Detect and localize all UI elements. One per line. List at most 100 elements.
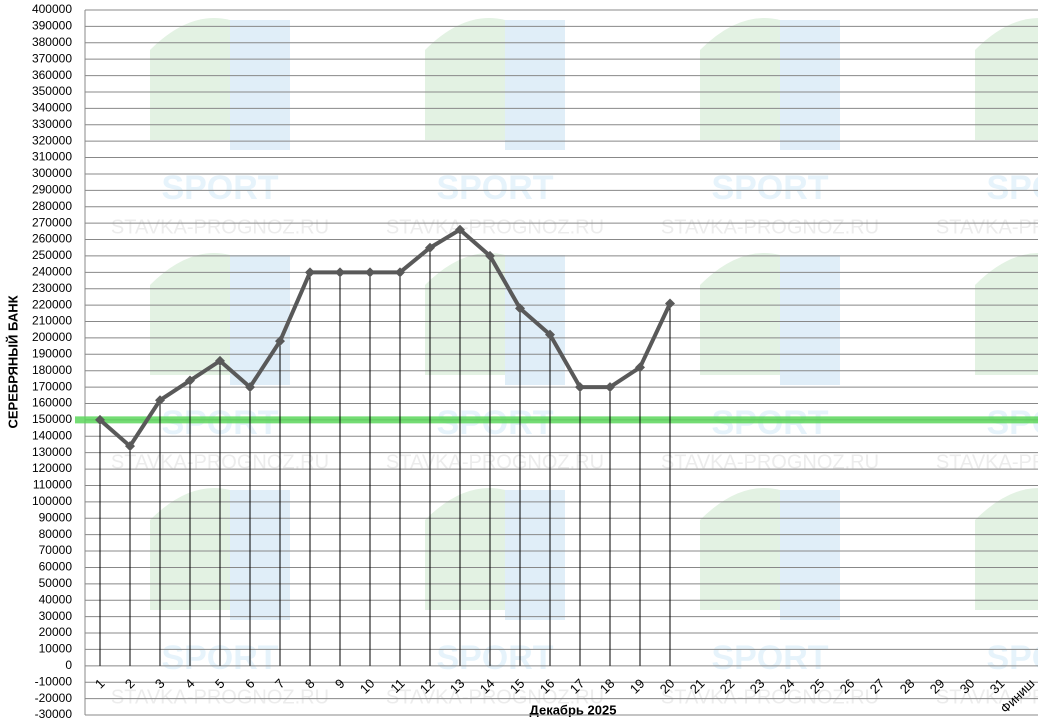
point-marker [365,267,375,278]
y-axis-label: СЕРЕБРЯНЫЙ БАНК [5,295,20,428]
watermark-logo [230,490,290,620]
point-marker [275,336,285,347]
watermark-text: STAVKA-PROGNOZ.RU [936,686,1038,708]
y-tick-label: 390000 [32,19,72,33]
y-tick-label: 150000 [32,412,72,426]
watermark-text: SPORT [711,169,828,207]
point-marker [335,267,345,278]
watermark-text: STAVKA-PROGNOZ.RU [936,216,1038,238]
point-marker [185,375,195,386]
y-tick-label: 280000 [32,199,72,213]
x-tick-label: 28 [897,676,918,697]
x-tick-label: 1 [92,676,108,692]
y-tick-label: 330000 [32,117,72,131]
watermark-text: SPORT [986,639,1038,677]
watermark-text: STAVKA-PROGNOZ.RU [111,216,329,238]
watermark-logo [975,488,1038,610]
y-tick-label: 230000 [32,281,72,295]
y-tick-label: -10000 [35,674,73,688]
watermark-logo [505,20,565,150]
y-tick-label: 170000 [32,379,72,393]
point-marker [665,298,675,309]
watermark-logo [780,255,840,385]
point-marker [125,441,135,452]
y-tick-label: 190000 [32,346,72,360]
watermark-logo [975,18,1038,140]
y-tick-label: 200000 [32,330,72,344]
point-marker [215,355,225,366]
watermark-logo [700,488,780,610]
y-tick-label: 0 [65,658,72,672]
y-tick-label: 290000 [32,183,72,197]
y-tick-label: 110000 [33,478,72,492]
y-tick-label: 90000 [39,510,73,524]
point-marker [605,382,615,393]
watermark-logo [230,255,290,385]
y-tick-label: 50000 [39,576,73,590]
watermark-logo [425,488,505,610]
watermark-text: SPORT [711,639,828,677]
point-marker [245,382,255,393]
y-tick-label: 100000 [32,494,72,508]
y-tick-label: 260000 [32,232,72,246]
y-tick-label: 20000 [39,625,73,639]
x-axis-label: Декабрь 2025 [530,702,617,717]
point-marker [515,303,525,314]
y-tick-label: 400000 [32,2,72,16]
point-marker [305,267,315,278]
watermark-logo [425,18,505,140]
point-marker [395,267,405,278]
y-tick-label: 370000 [32,51,72,65]
watermark-text: STAVKA-PROGNOZ.RU [661,451,879,473]
watermark-logo [150,18,230,140]
x-tick-label: 19 [627,676,648,697]
y-tick-label: 240000 [32,264,72,278]
y-tick-label: 250000 [32,248,72,262]
watermark-text: STAVKA-PROGNOZ.RU [386,216,604,238]
y-tick-label: 180000 [32,363,72,377]
x-tick-label: 9 [332,676,348,692]
y-tick-label: 350000 [32,84,72,98]
y-tick-label: 120000 [32,461,72,475]
watermark-logo [975,253,1038,375]
y-tick-label: 340000 [32,101,72,115]
series-line [98,227,672,449]
watermark-text: STAVKA-PROGNOZ.RU [661,686,879,708]
y-tick-label: -20000 [35,691,73,705]
y-tick-label: 320000 [32,133,72,147]
y-tick-label: 310000 [32,150,72,164]
y-tick-label: 300000 [32,166,72,180]
watermark-text: STAVKA-PROGNOZ.RU [111,686,329,708]
point-marker [545,329,555,340]
watermark-text: SPORT [161,169,278,207]
x-tick-label: 10 [357,676,378,697]
y-tick-label: 210000 [32,314,72,328]
y-tick-label: -30000 [35,707,73,721]
watermark-text: SPORT [436,169,553,207]
y-tick-label: 380000 [32,35,72,49]
y-tick-label: 360000 [32,68,72,82]
point-marker [425,242,435,253]
y-tick-label: 270000 [32,215,72,229]
y-tick-label: 140000 [32,428,72,442]
watermark-text: STAVKA-PROGNOZ.RU [661,216,879,238]
watermark-logo [425,253,505,375]
point-marker [155,395,165,406]
watermark-logo [230,20,290,150]
point-marker [485,250,495,261]
watermark-logo [150,253,230,375]
y-tick-label: 10000 [39,642,73,656]
point-marker [95,414,105,425]
watermark-text: SPORT [436,639,553,677]
watermark-logo [700,18,780,140]
point-marker [455,224,465,235]
y-tick-label: 80000 [39,527,73,541]
y-tick-label: 60000 [39,560,73,574]
y-tick-label: 70000 [39,543,73,557]
watermark-text: STAVKA-PROGNOZ.RU [936,451,1038,473]
y-tick-label: 130000 [32,445,72,459]
watermark-text: SPORT [986,169,1038,207]
watermark-logo [700,253,780,375]
